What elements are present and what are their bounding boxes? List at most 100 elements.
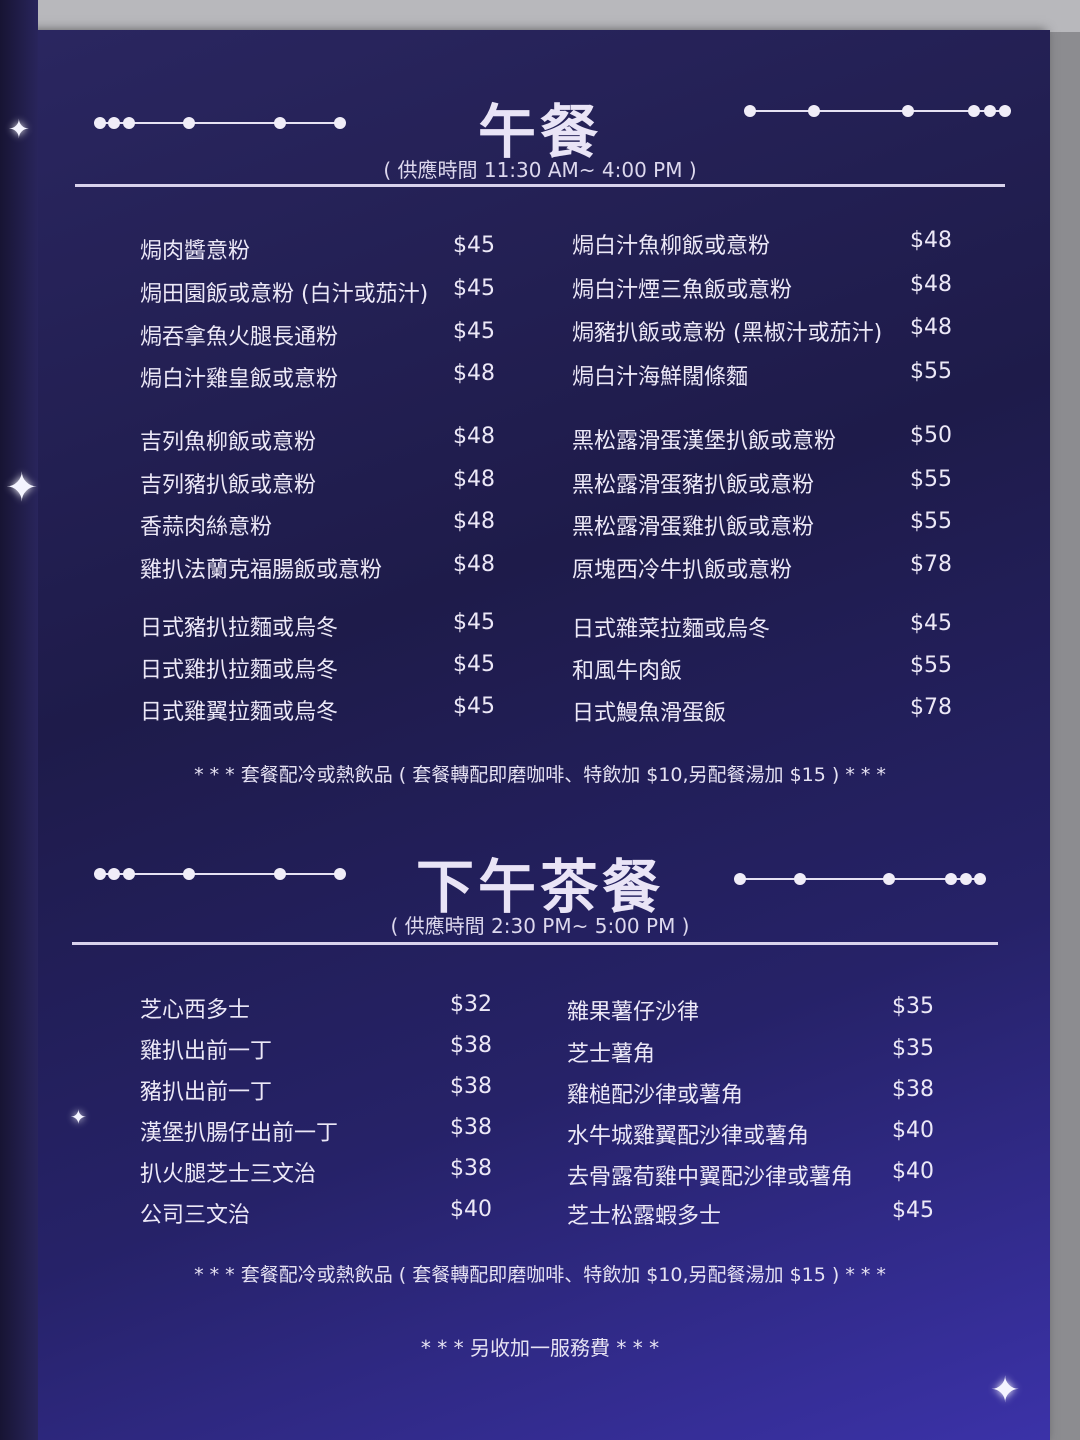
ornament-dot [334, 117, 346, 129]
item-price: $48 [453, 509, 495, 534]
item-price: $45 [892, 1198, 934, 1223]
item-price: $48 [910, 272, 952, 297]
item-price: $78 [910, 552, 952, 577]
ornament-dot [999, 105, 1011, 117]
item-name: 香蒜肉絲意粉 [140, 515, 273, 540]
item-name: 吉列魚柳飯或意粉 [140, 430, 317, 455]
item-name: 日式豬扒拉麵或烏冬 [140, 616, 339, 641]
ornament-dot [182, 117, 195, 129]
item-name: 雜果薯仔沙律 [567, 1000, 700, 1025]
item-price: $38 [450, 1115, 492, 1140]
ornament-dot [734, 873, 746, 885]
ornament-dot [122, 117, 135, 129]
item-name: 焗白汁魚柳飯或意粉 [572, 234, 771, 259]
ornament-dot [108, 117, 121, 129]
ornament-dot [182, 868, 195, 880]
item-price: $48 [453, 552, 495, 577]
item-price: $40 [892, 1159, 934, 1184]
lunch-set-note: * * * 套餐配冷或熱飲品 ( 套餐轉配即磨咖啡、特飲加 $10,另配餐湯加 … [194, 764, 886, 786]
item-name: 漢堡扒腸仔出前一丁 [140, 1121, 339, 1146]
ornament-dot [274, 117, 286, 129]
ornament-dot [902, 105, 915, 117]
sparkle-icon: ✦ [5, 465, 39, 511]
item-price: $48 [453, 424, 495, 449]
lunch-title: 午餐 [477, 98, 602, 166]
ornament-dot [945, 873, 958, 885]
item-price: $45 [453, 610, 495, 635]
item-name: 雞扒出前一丁 [140, 1039, 273, 1064]
ornament-dot [94, 117, 106, 129]
item-name: 芝士松露蝦多士 [567, 1204, 722, 1229]
item-name: 黑松露滑蛋雞扒飯或意粉 [572, 515, 815, 540]
item-name: 焗田園飯或意粉 (白汁或茄汁) [140, 282, 429, 307]
item-price: $35 [892, 1036, 934, 1061]
sparkle-icon: ✦ [70, 1105, 87, 1129]
item-price: $45 [453, 276, 495, 301]
ornament-dot [807, 105, 820, 117]
item-name: 日式雞翼拉麵或烏冬 [140, 700, 339, 725]
item-name: 和風牛肉飯 [572, 659, 683, 684]
menu-spine [0, 0, 38, 1440]
ornament-dot [122, 868, 135, 880]
menu-page [30, 30, 1050, 1440]
ornament-line [94, 868, 346, 880]
ornament-dot [334, 868, 346, 880]
item-name: 芝士薯角 [567, 1042, 656, 1067]
item-price: $50 [910, 423, 952, 448]
item-name: 日式雜菜拉麵或烏冬 [572, 617, 771, 642]
item-name: 黑松露滑蛋豬扒飯或意粉 [572, 473, 815, 498]
ornament-dot [983, 105, 996, 117]
ornament-dot [882, 873, 895, 885]
item-price: $48 [453, 361, 495, 386]
service-charge-note: * * * 另收加一服務費 * * * [420, 1336, 660, 1360]
item-price: $38 [892, 1077, 934, 1102]
item-name: 雞扒法蘭克福腸飯或意粉 [140, 558, 383, 583]
item-name: 日式鰻魚滑蛋飯 [572, 701, 727, 726]
item-name: 扒火腿芝士三文治 [140, 1162, 317, 1187]
ornament-dot [108, 868, 121, 880]
item-price: $45 [453, 652, 495, 677]
item-price: $55 [910, 653, 952, 678]
ornament-dot [744, 105, 756, 117]
item-price: $45 [453, 319, 495, 344]
item-price: $78 [910, 695, 952, 720]
item-price: $40 [450, 1197, 492, 1222]
item-name: 吉列豬扒飯或意粉 [140, 473, 317, 498]
item-name: 焗豬扒飯或意粉 (黑椒汁或茄汁) [572, 321, 883, 346]
ornament-line [94, 117, 346, 129]
item-name: 雞槌配沙律或薯角 [567, 1083, 744, 1108]
tea-hours: ( 供應時間 2:30 PM~ 5:00 PM ) [390, 914, 690, 938]
ornament-line [734, 873, 986, 885]
item-name: 焗肉醬意粉 [140, 239, 251, 264]
tea-title: 下午茶餐 [415, 853, 664, 921]
ornament-dot [959, 873, 972, 885]
sparkle-icon: ✦ [990, 1370, 1021, 1411]
item-price: $48 [453, 467, 495, 492]
item-name: 去骨露荀雞中翼配沙律或薯角 [567, 1165, 854, 1190]
item-name: 焗吞拿魚火腿長通粉 [140, 325, 339, 350]
item-name: 豬扒出前一丁 [140, 1080, 273, 1105]
item-price: $55 [910, 509, 952, 534]
ornament-line [744, 105, 1011, 117]
item-price: $48 [910, 228, 952, 253]
item-price: $40 [892, 1118, 934, 1143]
item-price: $45 [453, 694, 495, 719]
item-price: $38 [450, 1156, 492, 1181]
item-price: $48 [910, 315, 952, 340]
item-price: $32 [450, 992, 492, 1017]
ornament-dot [274, 868, 286, 880]
item-price: $55 [910, 467, 952, 492]
sparkle-icon: ✦ [8, 115, 30, 145]
item-name: 黑松露滑蛋漢堡扒飯或意粉 [572, 429, 837, 454]
ornament-dot [968, 105, 981, 117]
item-price: $45 [453, 233, 495, 258]
item-name: 日式雞扒拉麵或烏冬 [140, 658, 339, 683]
item-name: 芝心西多士 [140, 998, 251, 1023]
item-price: $45 [910, 611, 952, 636]
item-name: 焗白汁煙三魚飯或意粉 [572, 278, 793, 303]
ornament-dot [794, 873, 806, 885]
ornament-dot [974, 873, 986, 885]
item-name: 公司三文治 [140, 1203, 251, 1228]
item-price: $38 [450, 1074, 492, 1099]
item-name: 焗白汁雞皇飯或意粉 [140, 367, 339, 392]
